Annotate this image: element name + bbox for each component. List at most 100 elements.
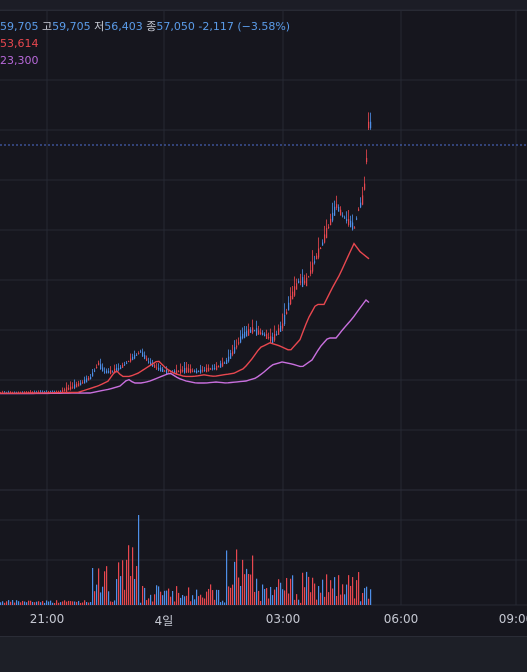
candle <box>342 215 344 217</box>
volume-bar <box>240 585 242 605</box>
volume-bar <box>230 587 232 605</box>
volume-bar <box>332 588 334 605</box>
candle <box>148 361 150 363</box>
candle <box>106 370 108 374</box>
volume-bar <box>102 586 104 605</box>
volume-bar <box>362 592 364 605</box>
volume-bar <box>74 601 76 605</box>
volume-bar <box>292 575 294 605</box>
volume-bar <box>180 597 182 605</box>
volume-bar <box>38 601 40 605</box>
candle <box>326 228 328 238</box>
candle <box>296 283 298 290</box>
volume-bar <box>294 599 296 605</box>
candle <box>312 262 314 272</box>
candle <box>320 247 322 250</box>
volume-bar <box>90 602 92 605</box>
volume-bar <box>306 571 308 605</box>
volume-bar <box>188 587 190 605</box>
volume-bar <box>340 594 342 605</box>
volume-bar <box>266 588 268 605</box>
volume-bar <box>132 547 134 605</box>
candle <box>364 183 366 190</box>
volume-bar <box>278 579 280 605</box>
candle <box>160 367 162 372</box>
volume-bar <box>12 600 14 605</box>
candle <box>132 356 134 360</box>
volume-bar <box>228 586 230 605</box>
candle <box>274 334 276 341</box>
candle <box>128 361 130 363</box>
volume-bar <box>370 589 372 605</box>
volume-bar <box>54 602 56 605</box>
volume-bar <box>118 562 120 605</box>
volume-bar <box>200 594 202 605</box>
volume-bar <box>34 602 36 605</box>
candle <box>104 371 106 373</box>
candle <box>338 206 340 212</box>
volume-bar <box>178 592 180 605</box>
ma2-line <box>0 298 370 395</box>
candle <box>178 371 180 373</box>
change-value: -2,117 <box>198 20 234 33</box>
volume-bar <box>60 602 62 605</box>
candle <box>222 362 224 367</box>
candle <box>292 291 294 300</box>
volume-bar <box>122 560 124 605</box>
candle <box>158 367 160 370</box>
volume-bar <box>202 597 204 605</box>
volume-bar <box>296 594 298 605</box>
candle <box>262 333 264 335</box>
candle <box>82 382 84 384</box>
volume-bar <box>62 601 64 605</box>
candle <box>90 376 92 380</box>
volume-bar <box>234 561 236 605</box>
candle <box>216 365 218 371</box>
volume-bars <box>0 515 372 605</box>
candle <box>200 369 202 373</box>
candle <box>346 219 348 221</box>
bottom-bar <box>0 636 527 672</box>
candle <box>136 354 138 356</box>
candle <box>212 368 214 370</box>
candle <box>182 370 184 372</box>
candle <box>108 371 110 373</box>
volume-bar <box>352 577 354 605</box>
volume-bar <box>138 515 140 605</box>
volume-bar <box>156 585 158 605</box>
volume-bar <box>318 586 320 605</box>
candle <box>252 327 254 333</box>
volume-bar <box>106 566 108 605</box>
volume-bar <box>8 600 10 605</box>
volume-bar <box>288 593 290 605</box>
candle <box>154 365 156 368</box>
volume-bar <box>250 574 252 605</box>
volume-bar <box>32 601 34 605</box>
candle <box>238 342 240 344</box>
candle <box>268 337 270 339</box>
candle <box>96 367 98 368</box>
candle <box>168 371 170 373</box>
volume-bar <box>30 600 32 605</box>
candle <box>88 377 90 381</box>
volume-bar <box>4 602 6 605</box>
ma2-legend: 23,300 <box>0 54 39 67</box>
ohlc-legend: 59,705 고59,705 저56,403 종57,050 -2,117 (−… <box>0 18 290 34</box>
volume-bar <box>216 589 218 605</box>
volume-bar <box>120 576 122 605</box>
high-key: 고 <box>42 20 53 33</box>
volume-bar <box>246 568 248 605</box>
volume-bar <box>176 586 178 605</box>
candle <box>266 333 268 339</box>
candle <box>244 331 246 338</box>
candle <box>144 355 146 359</box>
volume-bar <box>144 587 146 605</box>
volume-bar <box>146 600 148 605</box>
volume-bar <box>360 601 362 605</box>
price-chart[interactable] <box>0 0 527 636</box>
candle <box>176 370 178 374</box>
volume-bar <box>272 595 274 605</box>
volume-bar <box>338 575 340 605</box>
volume-bar <box>24 601 26 605</box>
candle <box>232 351 234 355</box>
